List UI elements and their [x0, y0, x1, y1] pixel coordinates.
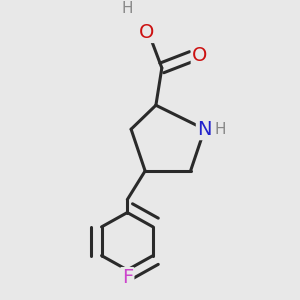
Text: H: H — [122, 1, 134, 16]
Text: N: N — [197, 120, 212, 139]
Text: H: H — [214, 122, 226, 137]
Text: O: O — [139, 22, 154, 42]
Text: O: O — [192, 46, 208, 65]
Text: F: F — [122, 268, 133, 287]
